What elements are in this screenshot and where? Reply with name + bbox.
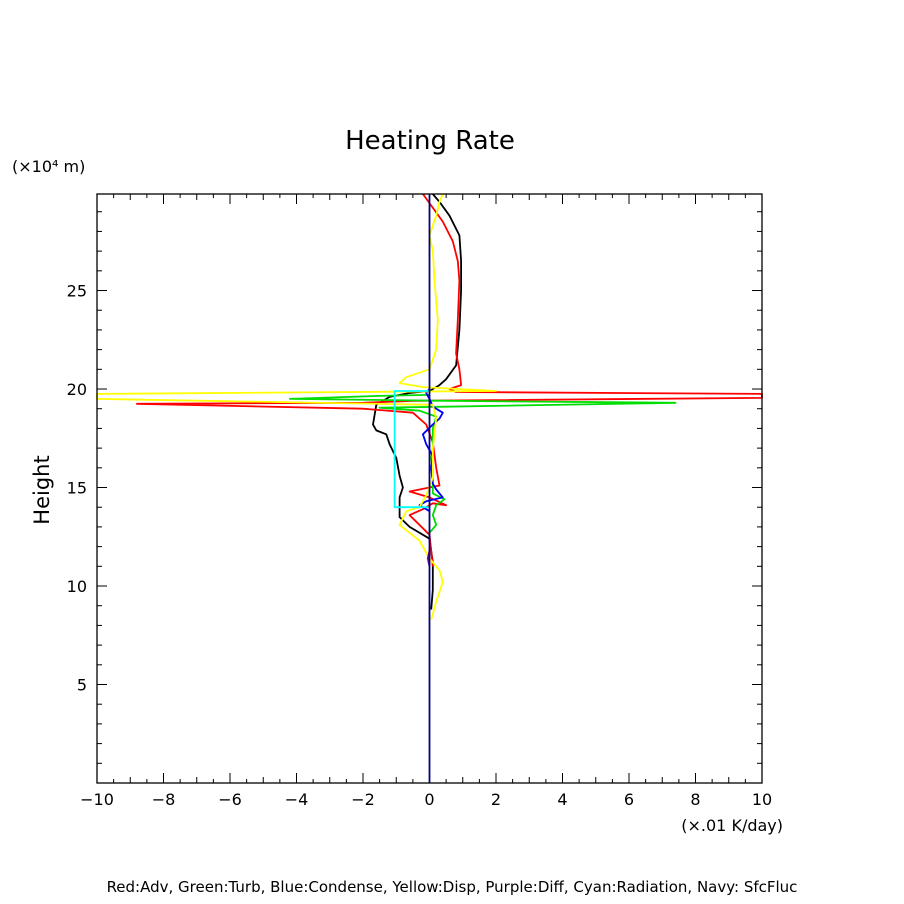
x-tick-label: 2 <box>491 790 501 809</box>
x-tick-label: 10 <box>752 790 772 809</box>
y-unit-label: (×10⁴ m) <box>12 157 85 176</box>
x-tick-label: 6 <box>624 790 634 809</box>
y-tick-label: 20 <box>67 380 87 399</box>
plot-frame <box>96 193 763 784</box>
x-tick-label: −2 <box>351 790 375 809</box>
y-tick-label: 5 <box>77 676 87 695</box>
series-line-1 <box>135 193 763 567</box>
y-tick-label: 25 <box>67 282 87 301</box>
y-axis-label: Height <box>30 455 54 524</box>
tick-labels: −10 −8 −6 −4 −2 0 2 4 6 8 10 5 10 15 20 25 <box>67 282 773 809</box>
y-tick-label: 10 <box>67 577 87 596</box>
series-line-0 <box>372 193 463 610</box>
series-line-2 <box>288 394 677 534</box>
x-tick-label: 4 <box>557 790 567 809</box>
x-tick-label: −10 <box>80 790 114 809</box>
x-tick-label: 8 <box>690 790 700 809</box>
series-line-6 <box>393 390 430 509</box>
x-tick-label: −6 <box>218 790 242 809</box>
x-unit-label: (×.01 K/day) <box>681 816 783 835</box>
x-tick-label: −4 <box>285 790 309 809</box>
data-series <box>96 193 763 783</box>
legend-text: Red:Adv, Green:Turb, Blue:Condense, Yell… <box>107 878 798 896</box>
chart-title: Heating Rate <box>345 126 515 156</box>
x-tick-label: 0 <box>424 790 434 809</box>
y-tick-label: 15 <box>67 479 87 498</box>
x-tick-label: −8 <box>152 790 176 809</box>
